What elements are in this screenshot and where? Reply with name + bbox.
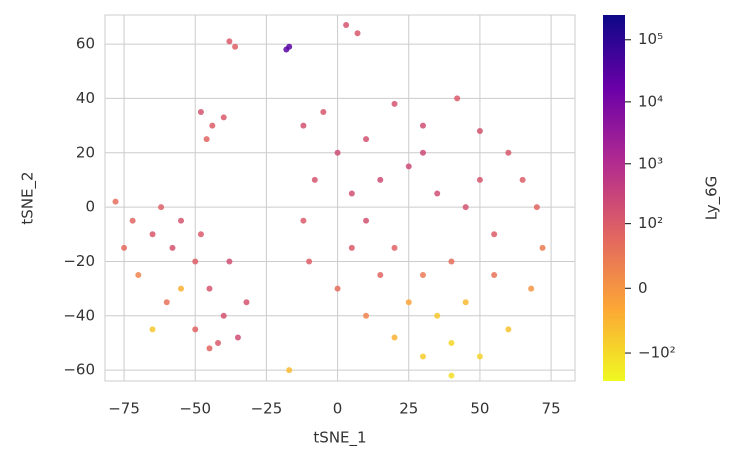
point	[158, 204, 165, 211]
point	[476, 176, 483, 183]
point	[405, 163, 412, 170]
point	[234, 334, 241, 341]
point	[448, 372, 455, 379]
point	[121, 244, 128, 251]
point	[476, 128, 483, 135]
point	[215, 339, 222, 346]
point	[206, 345, 213, 352]
point	[149, 326, 156, 333]
point	[354, 30, 361, 37]
point	[377, 272, 384, 279]
point	[178, 285, 185, 292]
point	[334, 285, 341, 292]
point	[169, 244, 176, 251]
point	[491, 272, 498, 279]
y-tick-label: 60	[76, 35, 95, 53]
point	[419, 122, 426, 129]
colorbar-tick-label: 10⁵	[638, 30, 663, 48]
point	[391, 334, 398, 341]
point	[306, 258, 313, 265]
colorbar-tick-label: 0	[638, 279, 648, 297]
point	[334, 149, 341, 156]
point	[192, 258, 199, 265]
y-tick-label: 40	[76, 89, 95, 107]
point	[220, 114, 227, 121]
colorbar-tick-label: 10²	[638, 214, 663, 232]
point	[320, 109, 327, 116]
point	[533, 204, 540, 211]
point	[203, 136, 210, 143]
colorbar-label: Ly_6G	[703, 176, 722, 221]
point	[377, 176, 384, 183]
point	[300, 217, 307, 224]
point	[434, 190, 441, 197]
point	[462, 204, 469, 211]
point	[149, 231, 156, 238]
x-tick-label: 25	[399, 400, 418, 418]
y-tick-label: 20	[76, 143, 95, 161]
y-tick-label: 0	[85, 198, 95, 216]
point	[419, 353, 426, 360]
point	[419, 149, 426, 156]
point	[206, 285, 213, 292]
point	[448, 258, 455, 265]
colorbar-tick-label: −10²	[638, 344, 676, 362]
point	[286, 367, 293, 374]
plot-area	[104, 14, 576, 382]
colorbar	[603, 15, 625, 381]
point	[311, 176, 318, 183]
point	[391, 244, 398, 251]
point	[363, 136, 370, 143]
x-tick-label: −50	[179, 400, 211, 418]
point	[300, 122, 307, 129]
point	[232, 43, 239, 50]
point	[405, 299, 412, 306]
point	[476, 353, 483, 360]
x-axis-label: tSNE_1	[313, 429, 366, 448]
point	[363, 312, 370, 319]
point	[129, 217, 136, 224]
point	[243, 299, 250, 306]
point	[434, 312, 441, 319]
point	[419, 272, 426, 279]
point	[226, 258, 233, 265]
point	[226, 38, 233, 45]
point	[539, 244, 546, 251]
y-tick-label: −40	[63, 306, 95, 324]
point	[348, 190, 355, 197]
point	[343, 22, 350, 29]
point	[505, 149, 512, 156]
point	[197, 109, 204, 116]
point	[283, 46, 290, 53]
x-tick-label: −75	[108, 400, 140, 418]
x-tick-label: 50	[470, 400, 489, 418]
point	[163, 299, 170, 306]
point	[209, 122, 216, 129]
y-tick-label: −20	[63, 252, 95, 270]
point	[528, 285, 535, 292]
point	[348, 244, 355, 251]
point	[112, 198, 119, 205]
x-tick-label: −25	[251, 400, 283, 418]
point	[462, 299, 469, 306]
y-axis-label: tSNE_2	[19, 171, 38, 224]
point	[220, 312, 227, 319]
point	[491, 231, 498, 238]
point	[519, 176, 526, 183]
point	[197, 231, 204, 238]
point	[448, 339, 455, 346]
point	[391, 100, 398, 107]
point	[178, 217, 185, 224]
x-tick-label: 0	[333, 400, 343, 418]
point	[363, 217, 370, 224]
y-tick-label: −60	[63, 361, 95, 379]
x-tick-label: 75	[542, 400, 561, 418]
colorbar-tick-label: 10³	[638, 154, 663, 172]
point	[505, 326, 512, 333]
point	[454, 95, 461, 102]
colorbar-tick-label: 10⁴	[638, 92, 663, 110]
point	[135, 272, 142, 279]
point	[192, 326, 199, 333]
